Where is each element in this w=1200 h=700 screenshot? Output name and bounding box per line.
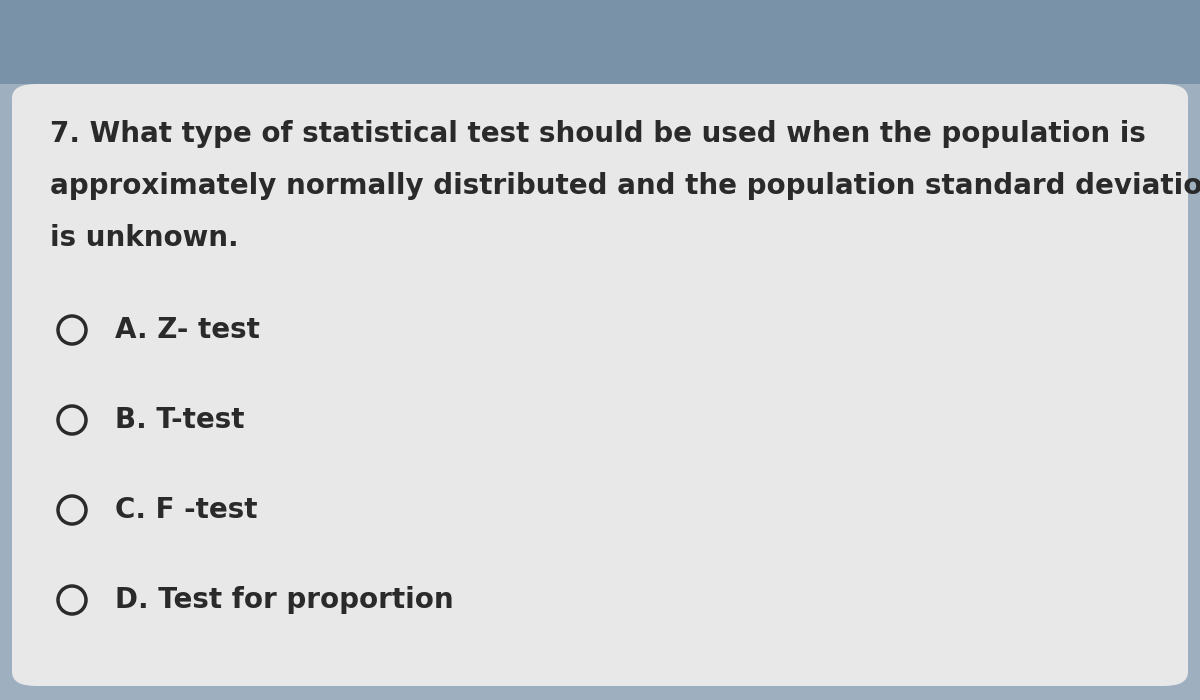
Text: B. T-test: B. T-test [115,406,245,434]
Text: D. Test for proportion: D. Test for proportion [115,586,454,614]
Text: 7. What type of statistical test should be used when the population is: 7. What type of statistical test should … [50,120,1146,148]
Text: is unknown.: is unknown. [50,224,239,252]
Text: approximately normally distributed and the population standard deviation: approximately normally distributed and t… [50,172,1200,200]
Text: C. F -test: C. F -test [115,496,258,524]
Text: A. Z- test: A. Z- test [115,316,260,344]
